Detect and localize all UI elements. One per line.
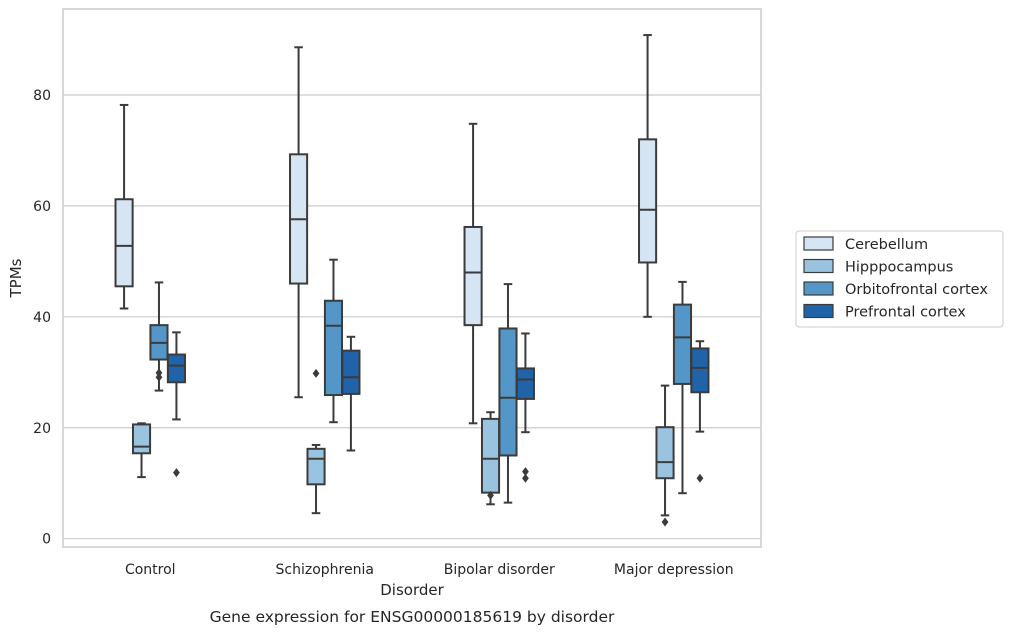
y-axis-title: TPMs <box>7 258 25 298</box>
box-prefrontal-cortex <box>341 335 361 452</box>
y-tick-label: 40 <box>33 310 51 326</box>
box-body <box>323 299 344 397</box>
box-body <box>463 225 483 327</box>
plot-frame <box>62 8 762 548</box>
box-orbitofrontal-cortex <box>498 283 518 504</box>
x-tick-label: Control <box>125 562 176 578</box>
box-cerebellum <box>638 34 658 318</box>
box-hipppocampus <box>480 411 501 506</box>
box-body <box>166 353 186 384</box>
box-prefrontal-cortex <box>690 340 710 483</box>
legend-label: Cerebellum <box>845 237 928 253</box>
box-hipppocampus <box>306 368 326 515</box>
box-body <box>306 447 326 486</box>
box-body <box>638 138 658 264</box>
y-tick-label: 80 <box>33 88 51 104</box>
box-body <box>341 349 361 395</box>
box-prefrontal-cortex <box>166 331 186 478</box>
box-hipppocampus <box>131 422 152 479</box>
outlier-point <box>522 467 529 477</box>
box-orbitofrontal-cortex <box>149 281 169 392</box>
box-body <box>690 347 710 394</box>
outlier-point <box>522 473 529 483</box>
outlier-point <box>173 468 180 478</box>
box-cerebellum <box>463 122 483 425</box>
legend-swatch <box>803 258 834 274</box>
box-body <box>480 417 501 494</box>
box-body <box>498 327 518 457</box>
outlier-point <box>487 490 494 500</box>
legend: Cerebellum Hipppocampus Orbitofrontal cort… <box>795 230 1004 328</box>
y-tick-label: 60 <box>33 199 51 215</box>
y-tick-label: 0 <box>42 532 51 548</box>
legend-label: Orbitofrontal cortex <box>845 282 988 298</box>
outlier-point <box>661 517 669 527</box>
x-axis-title: Disorder <box>380 581 444 599</box>
box-body <box>515 367 535 400</box>
outlier-point <box>696 473 704 483</box>
box-cerebellum <box>289 46 309 399</box>
box-body <box>672 303 693 385</box>
legend-swatch <box>803 281 834 296</box>
legend-swatch <box>803 236 834 251</box>
legend-swatch <box>803 303 834 319</box>
figure-caption: Gene expression for ENSG00000185619 by d… <box>210 608 615 626</box>
box-prefrontal-cortex <box>515 332 535 483</box>
y-tick-label: 20 <box>33 421 51 437</box>
box-body <box>114 198 134 288</box>
y-tick-labels: 0 20 40 60 80 <box>33 88 51 548</box>
x-tick-labels: Control Schizophrenia Bipolar disorder Majo… <box>125 562 734 578</box>
box-body <box>655 426 675 480</box>
legend-items: Cerebellum Hipppocampus Orbitofrontal cort… <box>803 236 988 321</box>
box-orbitofrontal-cortex <box>323 258 344 424</box>
outlier-point <box>312 368 320 378</box>
x-tick-label: Bipolar disorder <box>444 562 555 578</box>
legend-frame <box>795 230 1004 328</box>
box-hipppocampus <box>655 384 675 527</box>
box-body <box>131 423 152 455</box>
x-tick-label: Schizophrenia <box>276 562 374 578</box>
outlier-point <box>155 368 163 378</box>
legend-label: Hipppocampus <box>845 260 953 276</box>
box-cerebellum <box>114 103 134 310</box>
box-series-layer <box>114 34 710 527</box>
legend-label: Prefrontal cortex <box>845 305 966 321</box>
x-tick-label: Major depression <box>614 562 734 578</box>
box-orbitofrontal-cortex <box>672 280 693 495</box>
